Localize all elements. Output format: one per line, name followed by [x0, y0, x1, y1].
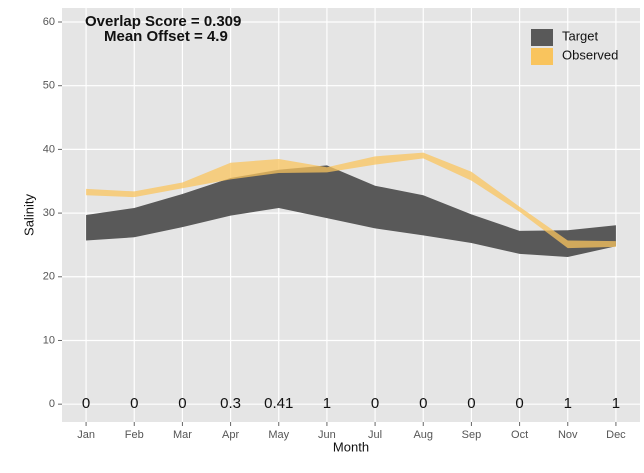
x-tick-label: May	[268, 429, 289, 441]
x-tick-label: Apr	[222, 429, 239, 441]
x-tick-label: Jan	[77, 429, 95, 441]
legend-label: Target	[562, 28, 599, 43]
x-tick-label: Oct	[511, 429, 528, 441]
y-tick-label: 0	[49, 398, 55, 410]
x-axis-title: Month	[333, 439, 369, 454]
x-tick-label: Jul	[368, 429, 382, 441]
overlap-label: 0.41	[264, 395, 293, 412]
y-tick-label: 50	[43, 80, 55, 92]
overlap-label: 0	[419, 395, 427, 412]
overlap-label: 0	[515, 395, 523, 412]
x-tick-label: Mar	[173, 429, 192, 441]
x-tick-label: Nov	[558, 429, 578, 441]
overlap-label: 1	[323, 395, 331, 412]
overlap-label: 0	[178, 395, 186, 412]
overlap-label: 0	[467, 395, 475, 412]
legend-swatch	[531, 48, 553, 65]
legend-label: Observed	[562, 47, 618, 62]
annotation: Mean Offset = 4.9	[104, 28, 228, 45]
x-tick-label: Dec	[606, 429, 626, 441]
y-tick-label: 60	[43, 16, 55, 28]
y-tick-label: 40	[43, 143, 55, 155]
overlap-label: 1	[564, 395, 572, 412]
overlap-label: 1	[612, 395, 620, 412]
y-tick-label: 20	[43, 271, 55, 283]
legend-swatch	[531, 29, 553, 46]
annotation: Overlap Score = 0.309	[85, 13, 241, 30]
x-tick-label: Sep	[462, 429, 482, 441]
ribbon	[86, 152, 616, 249]
overlap-label: 0	[130, 395, 138, 412]
overlap-label: 0.3	[220, 395, 241, 412]
overlap-label: 0	[82, 395, 90, 412]
y-tick-label: 10	[43, 334, 55, 346]
x-tick-label: Feb	[125, 429, 144, 441]
y-tick-label: 30	[43, 207, 55, 219]
y-axis-title: Salinity	[21, 194, 36, 236]
ribbon	[86, 165, 616, 258]
x-tick-label: Jun	[318, 429, 336, 441]
x-tick-label: Aug	[413, 429, 433, 441]
overlap-label: 0	[371, 395, 379, 412]
